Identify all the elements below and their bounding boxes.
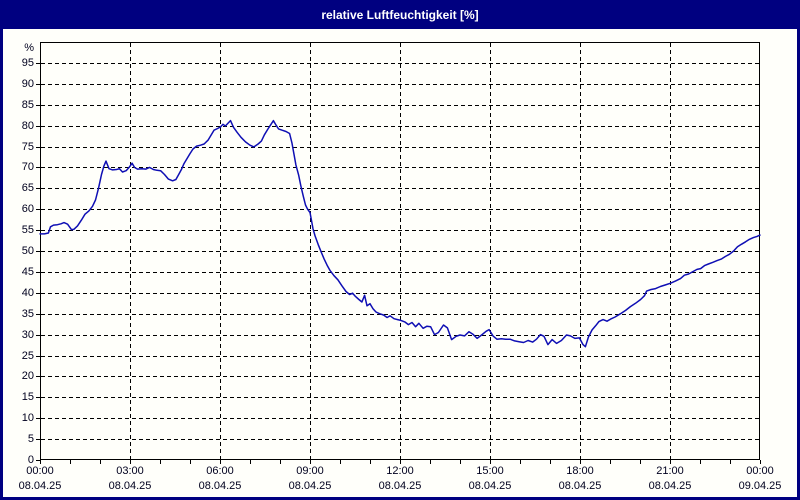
x-tick-date-15: 08.04.25 <box>468 480 512 492</box>
y-tick-label-5: 5 <box>27 433 34 446</box>
x-tick-time-12: 12:00 <box>386 465 414 477</box>
x-tick-date-21: 08.04.25 <box>648 480 692 492</box>
x-tick-date-12: 08.04.25 <box>378 480 422 492</box>
y-tick-label-85: 85 <box>21 98 34 111</box>
x-tick-date-24: 09.04.25 <box>738 480 782 492</box>
y-tick-label-10: 10 <box>21 412 34 425</box>
y-tick-label-25: 25 <box>21 349 34 362</box>
y-tick-label-75: 75 <box>21 140 34 153</box>
window-title: relative Luftfeuchtigkeit [%] <box>321 7 479 22</box>
x-tick-time-15: 15:00 <box>476 465 504 477</box>
x-tick-time-9: 09:00 <box>296 465 324 477</box>
y-tick-label-70: 70 <box>21 161 34 174</box>
y-tick-label-35: 35 <box>21 307 34 320</box>
y-tick-label-40: 40 <box>21 286 34 299</box>
x-tick-date-18: 08.04.25 <box>558 480 602 492</box>
y-tick-label-65: 65 <box>21 182 34 195</box>
y-tick-label-55: 55 <box>21 224 34 237</box>
y-tick-label-80: 80 <box>21 119 34 132</box>
y-axis-unit-label: % <box>24 42 34 54</box>
x-axis: 00:00 08.04.25 03:00 08.04.25 06:00 08.04.25 0… <box>19 460 782 496</box>
y-tick-label-95: 95 <box>21 56 34 69</box>
y-tick-label-90: 90 <box>21 77 34 90</box>
x-tick-date-6: 08.04.25 <box>198 480 242 492</box>
humidity-line <box>39 119 761 348</box>
plot-area <box>36 42 761 464</box>
y-tick-label-50: 50 <box>21 245 34 257</box>
x-tick-time-21: 21:00 <box>656 465 684 477</box>
window-titlebar: relative Luftfeuchtigkeit [%] <box>0 0 800 29</box>
y-tick-label-20: 20 <box>21 370 34 383</box>
x-tick-time-18: 18:00 <box>566 465 594 477</box>
plot-border <box>40 42 760 460</box>
x-tick-time-6: 06:00 <box>206 465 234 477</box>
x-tick-time-24: 00:00 <box>746 465 774 477</box>
x-tick-time-0: 00:00 <box>26 465 54 477</box>
y-tick-label-45: 45 <box>21 265 34 278</box>
y-tick-label-30: 30 <box>21 328 34 341</box>
humidity-chart: % 0 5 10 15 20 25 30 35 40 45 50 55 60 65 70 75 80 85 90 95… <box>3 29 797 497</box>
y-tick-label-60: 60 <box>21 203 34 216</box>
x-tick-date-0: 08.04.25 <box>18 480 62 492</box>
x-tick-date-9: 08.04.25 <box>288 480 332 492</box>
y-axis: % 0 5 10 15 20 25 30 35 40 45 50 55 60 65 70 75 80 85 90 95 <box>3 42 37 466</box>
x-tick-date-3: 08.04.25 <box>108 480 152 492</box>
y-tick-label-0: 0 <box>27 454 34 466</box>
y-tick-label-15: 15 <box>21 391 34 404</box>
x-tick-time-3: 03:00 <box>116 465 144 477</box>
